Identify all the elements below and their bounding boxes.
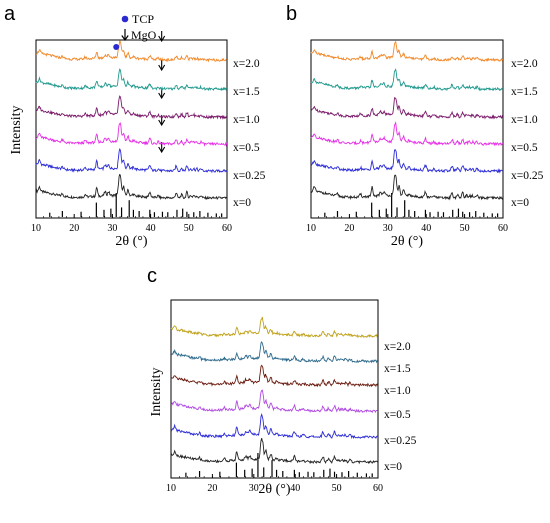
legend-tcp-label: TCP bbox=[132, 12, 154, 26]
x-tick-label: 40 bbox=[146, 223, 156, 234]
x-axis-label: 2θ (°) bbox=[391, 234, 423, 249]
series-line-x=0.5 bbox=[310, 121, 504, 147]
x-tick-label: 50 bbox=[184, 223, 194, 234]
x-tick-label: 60 bbox=[222, 223, 232, 234]
series-line-x=1.0 bbox=[311, 97, 504, 120]
x-tick-label: 20 bbox=[69, 223, 79, 234]
series-line-x=0.25 bbox=[35, 148, 228, 174]
panel-c-letter: c bbox=[147, 265, 157, 287]
x-tick-label: 20 bbox=[344, 223, 354, 234]
x-tick-label: 20 bbox=[207, 483, 217, 494]
series-label: x=2.0 bbox=[511, 58, 538, 70]
x-axis-label: 2θ (°) bbox=[258, 482, 290, 497]
series-label: x=0.25 bbox=[233, 170, 266, 182]
x-tick-label: 40 bbox=[290, 483, 300, 494]
series-label: x=0 bbox=[511, 197, 529, 209]
mgo-arrow-icon bbox=[158, 31, 166, 43]
series-label: x=0.5 bbox=[384, 409, 411, 421]
legend-mgo-label: MgO bbox=[131, 28, 157, 42]
series-line-x=1.5 bbox=[35, 68, 228, 92]
series-line-x=0.25 bbox=[310, 149, 503, 174]
series-line-x=2.0 bbox=[35, 40, 227, 63]
panel-b: b 10 20 30 40 50 60 2θ (°) x=0 x=0.25 x=0.5 x=1.0 x… bbox=[286, 3, 544, 249]
series-line-x=2.0 bbox=[310, 40, 504, 63]
x-tick-label: 60 bbox=[373, 483, 383, 494]
series-label: x=0 bbox=[384, 461, 402, 473]
series-line-x=0.25 bbox=[170, 412, 378, 440]
series-line-x=2.0 bbox=[170, 316, 378, 339]
mgo-arrow-icon bbox=[158, 60, 166, 72]
series-label: x=0.25 bbox=[384, 435, 417, 447]
x-axis-label: 2θ (°) bbox=[115, 234, 147, 249]
plot-frame bbox=[35, 39, 228, 219]
legend-mgo-arrow-icon bbox=[121, 29, 129, 42]
x-tick-label: 10 bbox=[31, 223, 41, 234]
panel-c-plot: 10 20 30 40 50 60 2θ (°) Intensity x=0 x=0.25 x=0.… bbox=[149, 299, 417, 497]
series-line-x=0 bbox=[170, 437, 379, 465]
series-line-x=1.0 bbox=[35, 95, 227, 120]
x-tick-label: 50 bbox=[460, 223, 470, 234]
series-line-x=0.5 bbox=[35, 121, 228, 147]
x-tick-label: 60 bbox=[498, 223, 508, 234]
series-label: x=1.5 bbox=[384, 363, 411, 375]
x-tick-label: 40 bbox=[421, 223, 431, 234]
series-label: x=1.5 bbox=[511, 86, 538, 98]
series-line-x=0 bbox=[310, 174, 504, 201]
x-tick-label: 30 bbox=[383, 223, 393, 234]
series-line-x=0 bbox=[35, 173, 228, 201]
x-tick-label: 30 bbox=[107, 223, 117, 234]
x-tick-label: 50 bbox=[332, 483, 342, 494]
series-label: x=0 bbox=[233, 197, 251, 209]
panel-b-plot: 10 20 30 40 50 60 2θ (°) x=0 x=0.25 x=0.5 x=1.0 x=1… bbox=[306, 39, 544, 249]
series-label: x=1.0 bbox=[511, 114, 538, 126]
series-label: x=0.5 bbox=[233, 142, 260, 154]
panel-a-legend: TCP MgO bbox=[121, 12, 157, 42]
series-line-x=1.5 bbox=[170, 340, 379, 364]
series-line-x=1.5 bbox=[310, 68, 504, 92]
x-tick-label: 30 bbox=[249, 483, 259, 494]
series-label: x=2.0 bbox=[233, 58, 260, 70]
y-axis-label: Intensity bbox=[9, 106, 24, 155]
series-label: x=0.25 bbox=[511, 170, 544, 182]
plot-frame bbox=[310, 39, 504, 219]
panel-a-letter: a bbox=[4, 3, 16, 25]
series-label: x=1.5 bbox=[233, 86, 260, 98]
x-tick-label: 10 bbox=[306, 223, 316, 234]
series-label: x=1.0 bbox=[384, 385, 411, 397]
series-label: x=1.0 bbox=[233, 114, 260, 126]
series-label: x=2.0 bbox=[384, 341, 411, 353]
series-label: x=0.5 bbox=[511, 142, 538, 154]
panel-a-plot: 10 20 30 40 50 60 2θ (°) Intensity x=0 x=0.25 x=0.… bbox=[9, 31, 266, 249]
panel-a: a 10 20 30 40 50 60 2θ (°) Intensity x=0 x=0.25 x=… bbox=[4, 3, 266, 249]
panel-b-letter: b bbox=[286, 3, 297, 25]
legend-tcp-dot-icon bbox=[121, 15, 129, 23]
plot-frame bbox=[170, 299, 379, 479]
x-tick-label: 10 bbox=[166, 483, 176, 494]
series-line-x=1.0 bbox=[170, 364, 379, 388]
y-axis-label: Intensity bbox=[149, 368, 164, 417]
series-line-x=0.5 bbox=[170, 389, 379, 414]
tcp-dot-icon bbox=[113, 44, 120, 50]
panel-c: c 10 20 30 40 50 60 2θ (°) Intensity x=0 x=0.25 x=… bbox=[147, 265, 417, 497]
